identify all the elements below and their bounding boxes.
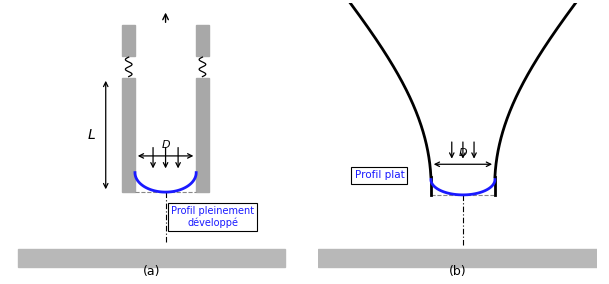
Bar [196,78,209,192]
Text: Profil pleinement
développé: Profil pleinement développé [171,206,255,228]
Text: D: D [161,140,170,150]
Bar [18,249,285,267]
Text: (b): (b) [449,265,466,278]
Bar [318,249,596,267]
Text: L: L [88,128,96,142]
Bar [196,25,209,56]
Text: Profil plat: Profil plat [354,170,404,180]
Text: (a): (a) [143,265,160,278]
Bar [122,25,135,56]
Text: D: D [459,148,467,158]
Bar [122,78,135,192]
